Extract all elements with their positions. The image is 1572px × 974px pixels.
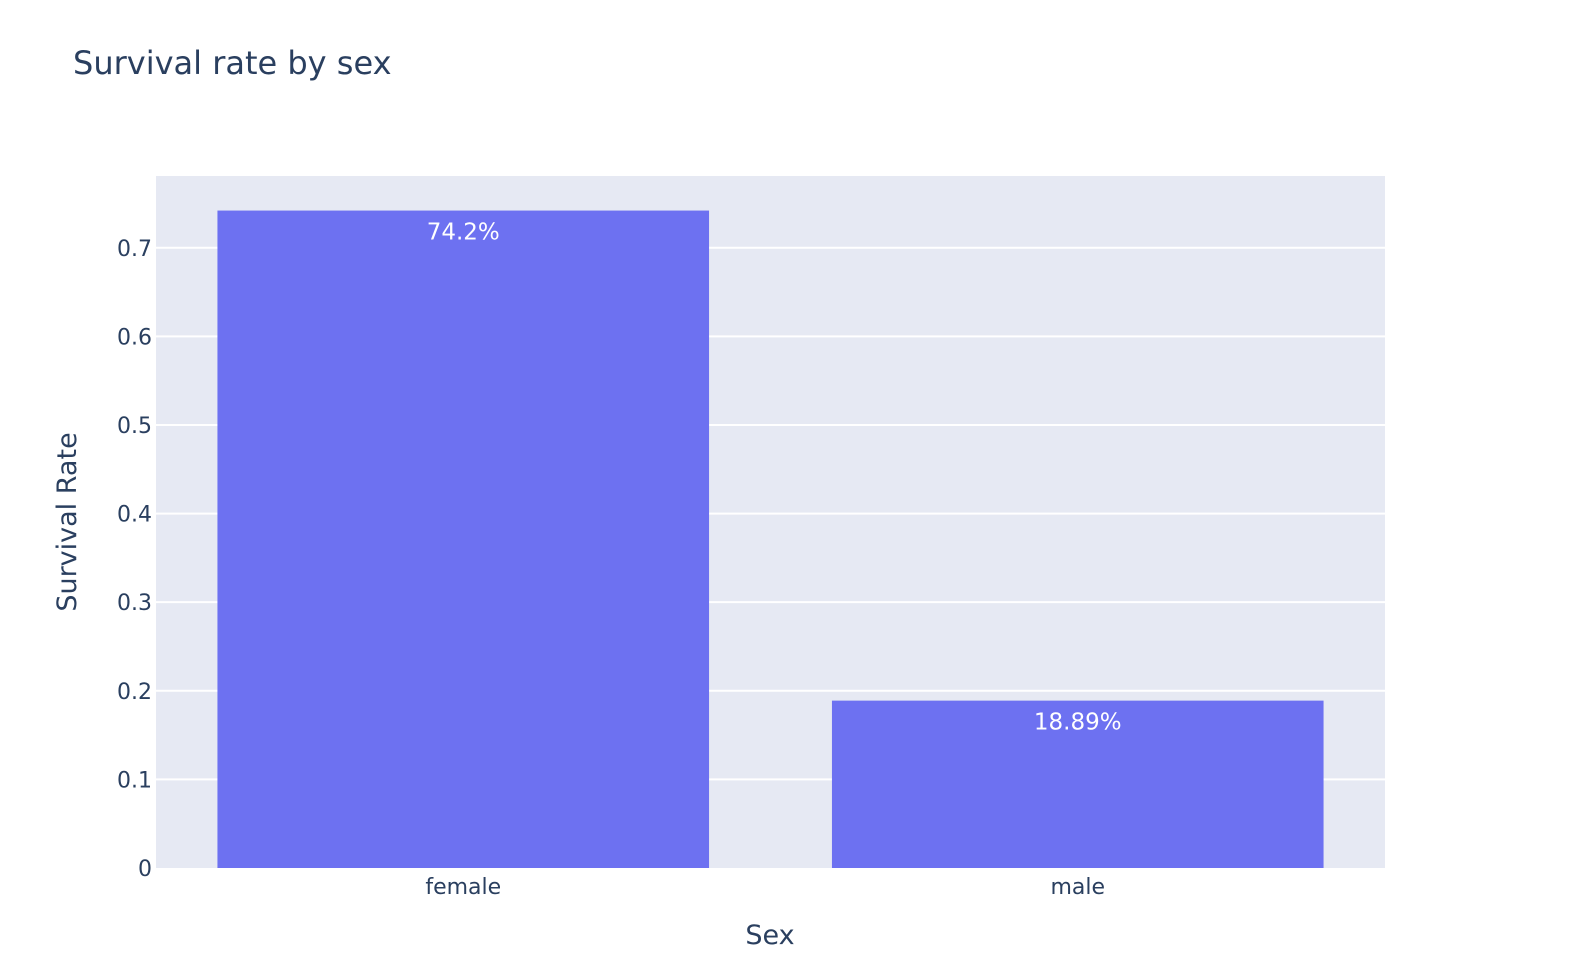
bar-female bbox=[217, 210, 710, 869]
y-tick-label: 0.1 bbox=[117, 768, 152, 793]
bars bbox=[217, 210, 1324, 869]
x-axis-ticks: female male bbox=[425, 875, 1105, 900]
y-axis-ticks: 0 0.1 0.2 0.3 0.4 0.5 0.6 0.7 bbox=[117, 237, 152, 882]
bar-data-label: 74.2% bbox=[427, 220, 500, 246]
y-tick-label: 0.5 bbox=[117, 414, 152, 439]
y-tick-label: 0.4 bbox=[117, 503, 152, 528]
y-tick-label: 0.2 bbox=[117, 680, 152, 705]
y-tick-label: 0.6 bbox=[117, 325, 152, 350]
x-axis-title: Sex bbox=[745, 920, 794, 951]
y-axis-title: Survival Rate bbox=[52, 432, 83, 611]
x-tick-label: male bbox=[1050, 875, 1105, 900]
bar-data-label: 18.89% bbox=[1034, 710, 1122, 736]
y-tick-label: 0.7 bbox=[117, 237, 152, 262]
x-tick-label: female bbox=[425, 875, 501, 900]
chart-title: Survival rate by sex bbox=[73, 44, 392, 82]
y-tick-label: 0 bbox=[138, 857, 152, 882]
y-tick-label: 0.3 bbox=[117, 591, 152, 616]
bar-data-labels: 74.2% 18.89% bbox=[427, 220, 1122, 736]
bar-male bbox=[831, 700, 1324, 868]
